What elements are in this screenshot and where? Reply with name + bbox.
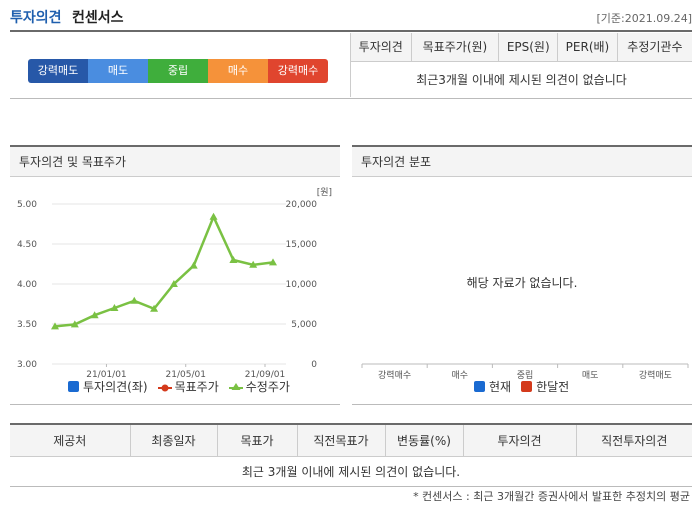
col-header-target-price: 목표주가(원) [410, 33, 499, 62]
top-divider [10, 30, 692, 32]
triangle-line-icon [228, 382, 243, 390]
left-axis-tick-label: 3.50 [17, 320, 37, 330]
opinion-scale-item: 강력매수 [268, 59, 328, 83]
col-header-opinion: 투자의견 [462, 424, 576, 457]
section-subtitle: 컨센서스 [72, 10, 124, 26]
opinion-scale-item: 강력매도 [28, 59, 88, 83]
summary-empty-message: 최근3개월 이내에 제시된 의견이 없습니다 [350, 61, 692, 97]
reference-date: [기준:2021.09.24] [596, 12, 692, 25]
panel-title: 투자의견 분포 [352, 147, 692, 177]
x-axis-tick-label: 21/09/01 [245, 370, 285, 380]
legend-label: 한달전 [536, 380, 570, 394]
right-axis-tick-label: 20,000 [286, 200, 318, 210]
col-header-institutions: 추정기관수 [616, 33, 692, 62]
grid-lines [52, 203, 286, 365]
data-point-marker [90, 311, 99, 319]
distribution-chart: 강력매수 매수 중립 매도 강력매도 [361, 363, 689, 381]
legend-item: 한달전 [521, 378, 569, 395]
col-header-change-rate: 변동률(%) [384, 424, 463, 457]
no-data-message: 해당 자료가 없습니다. [466, 276, 578, 290]
section-title: 투자의견 [10, 10, 62, 26]
col-header-prev-opinion: 직전투자의견 [575, 424, 692, 457]
data-point-marker [110, 304, 119, 311]
data-point-marker [229, 256, 238, 263]
series-line-adjusted-price [54, 213, 274, 328]
consensus-summary-table: 투자의견 목표주가(원) EPS(원) PER(배) 추정기관수 최근3개월 이… [350, 33, 692, 97]
square-icon [521, 381, 533, 392]
provider-opinions-table: 제공처 최종일자 목표가 직전목표가 변동률(%) 투자의견 직전투자의견 최근… [10, 423, 692, 487]
data-point-marker [189, 261, 198, 269]
right-axis-tick-label: 10,000 [286, 280, 318, 290]
right-axis-tick-label: 5,000 [291, 320, 317, 330]
data-point-marker [130, 296, 139, 304]
legend-label: 목표주가 [174, 380, 219, 394]
legend-label: 투자의견(좌) [83, 380, 148, 394]
square-icon [474, 381, 485, 392]
data-point-marker [209, 212, 218, 220]
data-point-marker [51, 322, 59, 330]
opinion-scale-item: 중립 [148, 59, 208, 83]
col-header-provider: 제공처 [10, 424, 130, 457]
left-axis-tick-label: 4.50 [17, 240, 37, 250]
col-header-per: PER(배) [557, 33, 618, 62]
right-axis-unit-label: [원] [317, 187, 332, 198]
col-header-eps: EPS(원) [498, 33, 558, 62]
opinion-distribution-panel: 투자의견 분포 해당 자료가 없습니다. 강력매수 매수 중립 매도 강력매도 현재 한달… [352, 145, 692, 405]
summary-divider [10, 98, 692, 99]
opinion-scale-item: 매수 [208, 59, 268, 83]
opinion-scale-bar: 강력매도 매도 중립 매수 강력매수 [28, 59, 328, 83]
legend-item: 수정주가 [228, 378, 290, 395]
col-header-opinion: 투자의견 [350, 33, 412, 62]
table-empty-message: 최근 3개월 이내에 제시된 의견이 없습니다. [10, 456, 692, 487]
opinion-scale-item: 매도 [88, 59, 148, 83]
left-axis-tick-label: 4.00 [17, 280, 37, 290]
legend-item: 현재 [474, 378, 511, 395]
panel-title: 투자의견 및 목표주가 [10, 147, 340, 177]
opinion-target-price-panel: 투자의견 및 목표주가 5.00 4.50 4.00 3.50 3.00 20,000 15… [10, 145, 340, 405]
legend-item: 목표주가 [157, 378, 219, 395]
x-axis-tick-label: 21/05/01 [166, 370, 206, 380]
category-label: 강력매수 [378, 369, 411, 381]
circle-line-icon [157, 384, 172, 391]
price-chart: 5.00 4.50 4.00 3.50 3.00 20,000 15,000 10,000 5,… [17, 187, 332, 380]
left-axis-tick-label: 3.00 [17, 360, 37, 370]
section-header: 투자의견 컨센서스 [기준:2021.09.24] [10, 6, 692, 28]
data-point-marker [169, 280, 178, 287]
data-point-marker [249, 260, 258, 268]
footnote: * 컨센서스 : 최근 3개월간 증권사에서 발표한 추정치의 평균 [413, 490, 690, 503]
col-header-last-date: 최종일자 [129, 424, 217, 457]
legend-label: 현재 [489, 380, 512, 394]
left-axis-tick-label: 5.00 [17, 200, 37, 210]
square-icon [68, 381, 79, 392]
category-label: 매도 [582, 370, 599, 381]
col-header-prev-target: 직전목표가 [296, 424, 385, 457]
legend-label: 수정주가 [245, 380, 290, 394]
data-point-marker [269, 258, 277, 266]
category-label: 중립 [517, 370, 534, 381]
right-axis-tick-label: 15,000 [286, 240, 318, 250]
category-label: 매수 [452, 370, 469, 381]
data-point-marker [150, 304, 159, 312]
x-axis-tick-label: 21/01/01 [86, 370, 126, 380]
data-point-marker [70, 320, 79, 328]
legend-item: 투자의견(좌) [68, 378, 148, 395]
chart-legend: 투자의견(좌) 목표주가 수정주가 [68, 378, 300, 395]
distribution-legend: 현재 한달전 [474, 378, 579, 395]
category-label: 강력매도 [639, 369, 672, 381]
right-axis-tick-label: 0 [311, 360, 317, 370]
col-header-target: 목표가 [216, 424, 297, 457]
